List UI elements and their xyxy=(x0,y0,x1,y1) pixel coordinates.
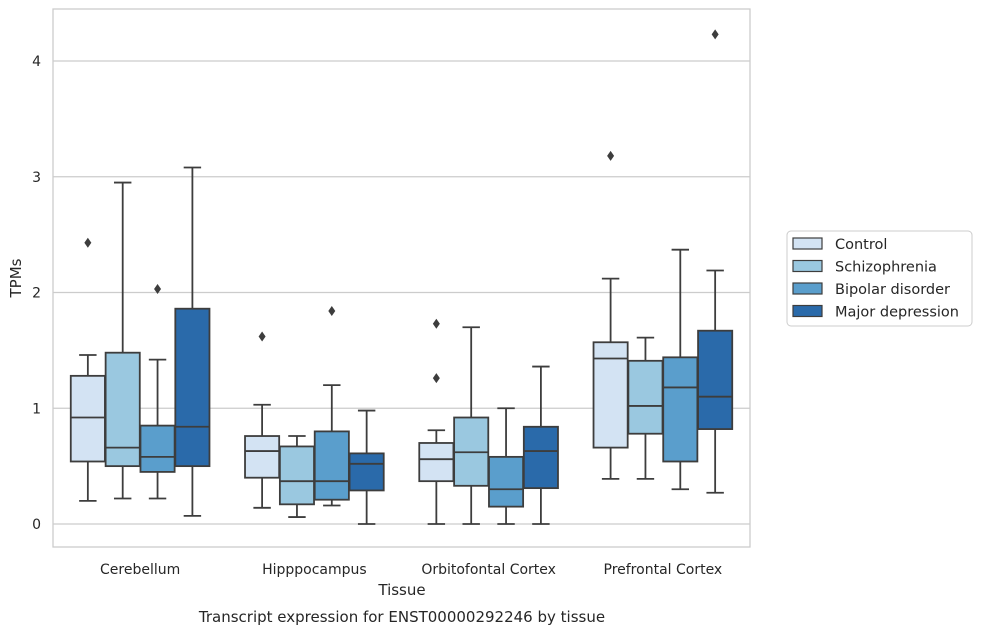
box-iqr xyxy=(174,307,211,468)
box-plot xyxy=(592,150,629,480)
box-plot xyxy=(697,29,734,494)
box-plot xyxy=(69,237,106,502)
legend-label: Schizophrenia xyxy=(835,260,937,276)
box-iqr xyxy=(522,425,559,490)
box-iqr xyxy=(697,329,734,430)
y-tick-label: 4 xyxy=(32,54,41,70)
box-plot xyxy=(453,326,490,525)
box-iqr xyxy=(104,351,141,468)
x-tick-label: Orbitofontal Cortex xyxy=(421,562,556,578)
box-plot xyxy=(244,331,281,509)
y-tick-label: 1 xyxy=(32,401,41,417)
outlier-marker xyxy=(258,331,266,342)
box-iqr xyxy=(488,455,525,508)
legend-swatch xyxy=(792,282,823,295)
legend-label: Bipolar disorder xyxy=(835,282,950,298)
outlier-marker xyxy=(84,237,92,248)
box-group-3 xyxy=(592,29,734,494)
box-iqr xyxy=(244,435,281,479)
legend-label: Major depression xyxy=(835,305,959,321)
outlier-marker xyxy=(432,318,440,329)
x-tick-label: Cerebellum xyxy=(100,562,180,578)
box-group-1 xyxy=(244,306,385,525)
box-plot xyxy=(139,284,176,500)
box-iqr xyxy=(139,424,176,473)
box-iqr xyxy=(348,452,385,492)
outlier-marker xyxy=(607,150,615,161)
box-group-0 xyxy=(69,166,211,517)
y-tick-label: 0 xyxy=(32,517,41,533)
outlier-marker xyxy=(154,284,162,295)
x-tick-label: Hipppocampus xyxy=(262,562,367,578)
y-tick-label: 2 xyxy=(32,286,41,302)
box-plot xyxy=(348,409,385,525)
legend-swatch xyxy=(792,259,823,273)
y-tick-label: 3 xyxy=(32,170,41,186)
box-plot xyxy=(418,318,455,525)
box-groups xyxy=(69,29,734,525)
legend-swatch xyxy=(792,304,823,318)
box-iqr xyxy=(418,442,455,483)
box-plot xyxy=(313,306,350,507)
box-iqr xyxy=(278,445,315,506)
box-iqr xyxy=(627,359,664,435)
box-iqr xyxy=(69,374,106,463)
box-plot xyxy=(278,435,315,518)
box-iqr xyxy=(313,430,350,501)
x-axis-label: Tissue xyxy=(377,581,425,599)
x-tick-label: Prefrontal Cortex xyxy=(604,562,723,578)
box-plot xyxy=(662,248,699,491)
box-iqr xyxy=(662,356,699,463)
box-group-2 xyxy=(418,318,559,525)
chart-caption: Transcript expression for ENST0000029224… xyxy=(198,608,605,626)
legend-label: Control xyxy=(835,237,887,253)
y-axis-label: TPMs xyxy=(7,258,25,298)
outlier-marker xyxy=(328,306,336,317)
box-plot xyxy=(174,166,211,517)
outlier-marker xyxy=(711,29,719,40)
legend-swatch xyxy=(792,237,823,250)
box-plot xyxy=(104,181,141,500)
grid-lines xyxy=(53,60,750,525)
legend-frame xyxy=(786,230,973,327)
plot-area-frame xyxy=(52,8,751,548)
y-tick-labels: 0 1 2 3 4 xyxy=(32,54,41,533)
box-plot xyxy=(488,407,525,525)
box-plot xyxy=(522,365,559,525)
box-plot xyxy=(627,336,664,480)
legend: Control Schizophrenia Bipolar disorder Majo… xyxy=(786,230,973,327)
x-tick-labels: Cerebellum Hipppocampus Orbitofontal Corte… xyxy=(100,562,722,578)
outlier-marker xyxy=(432,373,440,384)
